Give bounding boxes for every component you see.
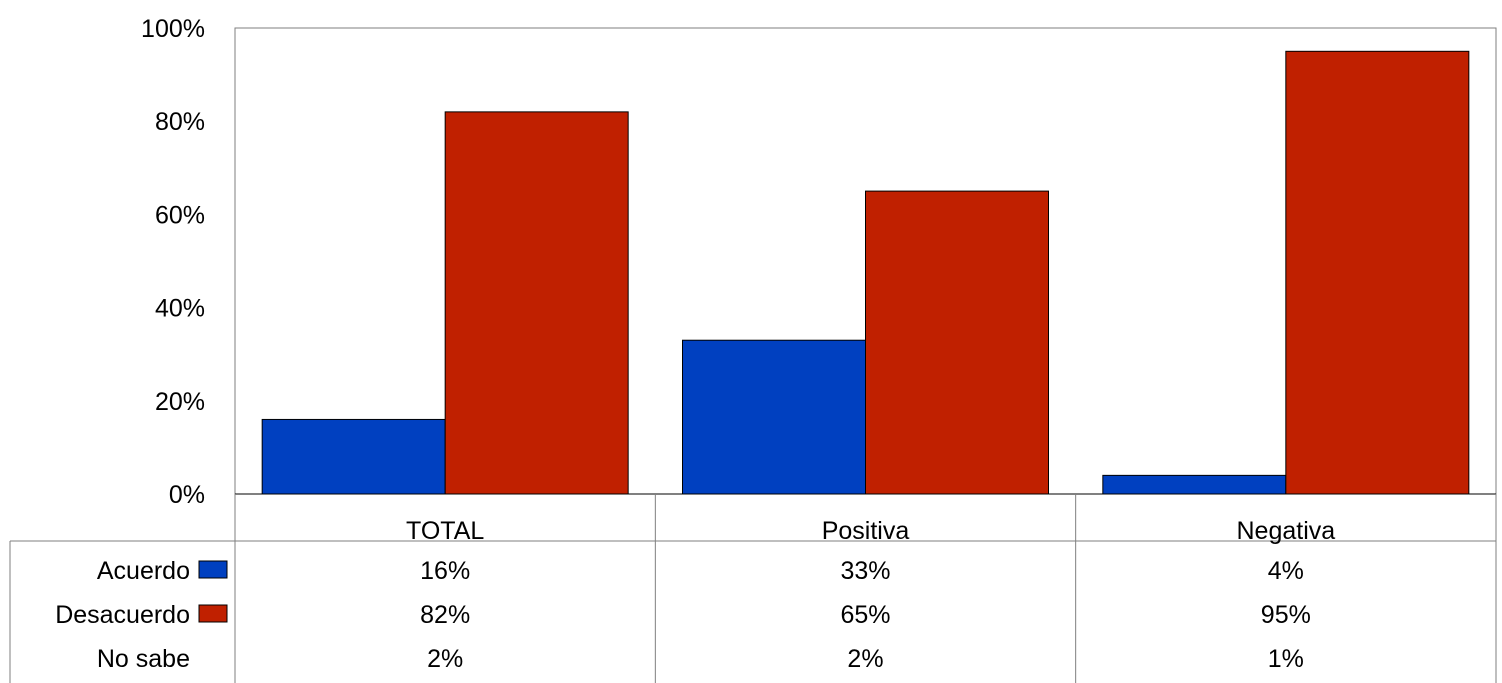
table-value: 4% [1268,557,1304,585]
plot-frame [234,27,1497,494]
data-table: TOTAL Positiva Negativa Acuerdo 16% 33% 4% Desa… [9,494,1497,683]
legend-label: No sabe [97,645,190,673]
legend-label: Acuerdo [97,557,190,585]
table-value: 33% [840,557,890,585]
category-label: Positiva [822,517,910,545]
table-value: 65% [840,601,890,629]
bar-acuerdo-positiva [682,339,866,495]
table-value: 2% [427,645,463,673]
y-tick-label: 20% [155,388,205,416]
bar-acuerdo-total [261,418,446,495]
legend-swatch [198,604,228,623]
table-value: 2% [847,645,883,673]
bars [261,50,1470,495]
y-tick-label: 40% [155,295,205,323]
y-tick-label: 60% [155,201,205,229]
y-tick-label: 0% [169,481,205,509]
table-value: 82% [420,601,470,629]
legend-swatch [198,560,228,579]
category-label: TOTAL [406,517,484,545]
y-tick-label: 100% [141,15,205,43]
table-value: 1% [1268,645,1304,673]
y-tick-label: 80% [155,108,205,136]
category-label: Negativa [1236,517,1335,545]
table-value: 16% [420,557,470,585]
y-axis: 0% 20% 40% 60% 80% 100% [141,15,205,509]
bar-acuerdo-negativa [1102,474,1287,495]
bar-desacuerdo-total [444,111,629,495]
bar-desacuerdo-negativa [1285,50,1470,495]
bar-desacuerdo-positiva [865,190,1049,495]
table-value: 95% [1261,601,1311,629]
legend-label: Desacuerdo [55,601,190,629]
